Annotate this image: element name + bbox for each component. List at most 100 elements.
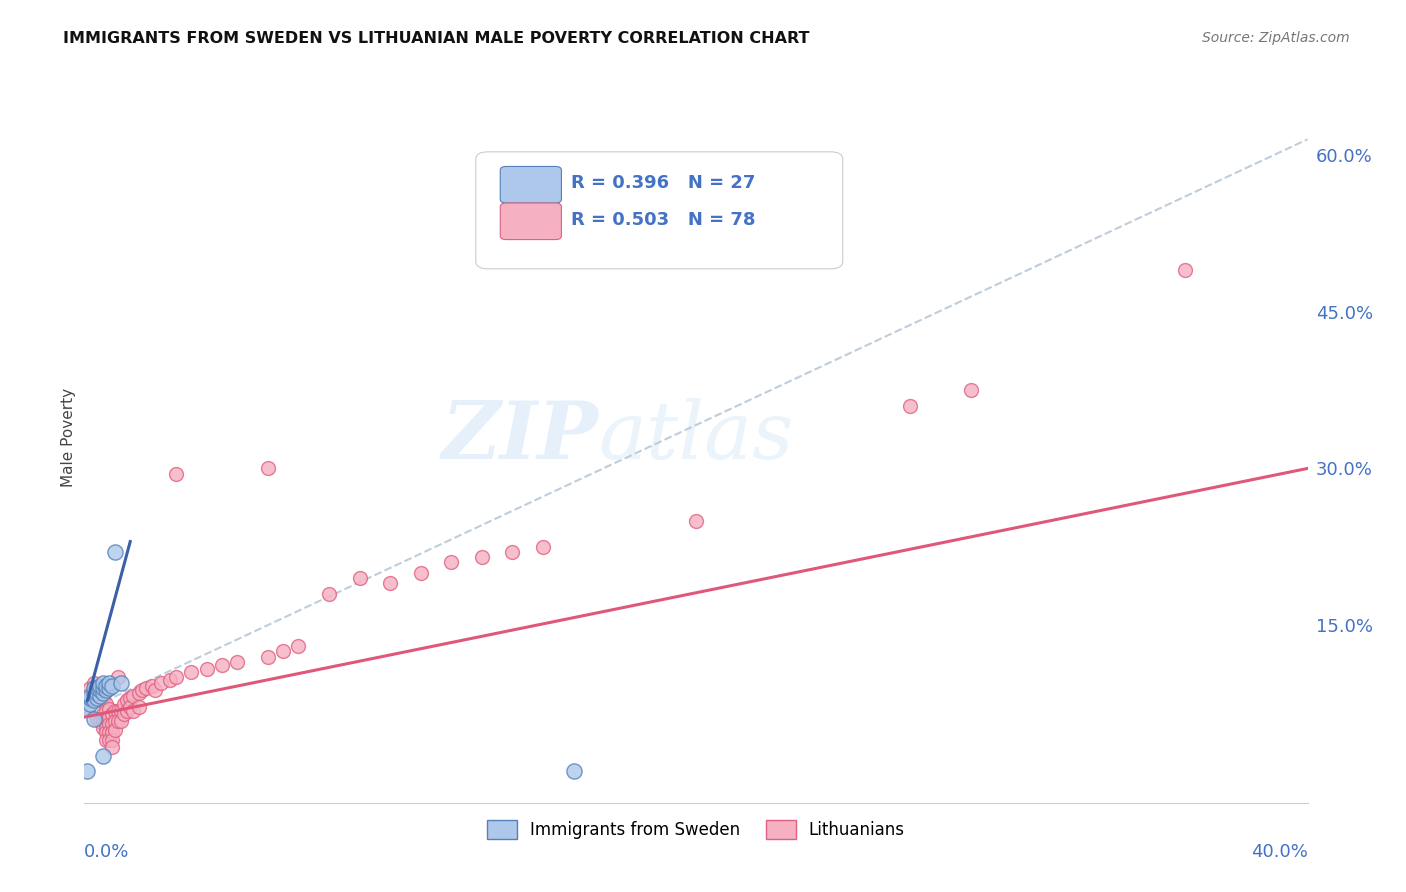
Point xyxy=(180,665,202,680)
Point xyxy=(91,686,114,700)
Point xyxy=(76,702,98,716)
Text: IMMIGRANTS FROM SWEDEN VS LITHUANIAN MALE POVERTY CORRELATION CHART: IMMIGRANTS FROM SWEDEN VS LITHUANIAN MAL… xyxy=(63,31,810,46)
Point xyxy=(94,733,117,747)
Point xyxy=(107,670,129,684)
Point xyxy=(94,682,117,697)
Point xyxy=(86,686,108,700)
Point xyxy=(97,724,120,739)
Point xyxy=(97,675,120,690)
Point xyxy=(149,675,172,690)
Point xyxy=(110,675,132,690)
Legend: Immigrants from Sweden, Lithuanians: Immigrants from Sweden, Lithuanians xyxy=(481,814,911,846)
Point xyxy=(104,714,127,729)
Point xyxy=(76,764,98,779)
Point xyxy=(141,679,163,693)
Point xyxy=(211,657,233,672)
Point xyxy=(94,724,117,739)
Point xyxy=(165,467,187,481)
Point xyxy=(960,383,983,397)
Point xyxy=(79,691,101,706)
Point xyxy=(94,712,117,726)
Point xyxy=(101,679,124,693)
Point xyxy=(115,693,138,707)
Point xyxy=(89,686,111,700)
Point xyxy=(101,724,124,739)
Point xyxy=(112,706,135,721)
Point xyxy=(318,587,340,601)
Point xyxy=(226,655,249,669)
Point xyxy=(120,691,142,706)
Point xyxy=(97,710,120,724)
Point xyxy=(271,644,294,658)
Point xyxy=(91,748,114,763)
Point xyxy=(104,545,127,559)
Point xyxy=(112,697,135,711)
Point xyxy=(79,697,101,711)
Point xyxy=(94,721,117,735)
Point xyxy=(131,682,153,697)
FancyBboxPatch shape xyxy=(501,167,561,203)
Point xyxy=(91,675,114,690)
Point xyxy=(128,699,150,714)
Point xyxy=(79,693,101,707)
Point xyxy=(562,764,585,779)
Point xyxy=(257,649,280,664)
Point xyxy=(257,461,280,475)
Point xyxy=(101,706,124,721)
Point xyxy=(86,681,108,695)
Point xyxy=(898,399,921,413)
Point xyxy=(195,662,218,676)
Point xyxy=(94,697,117,711)
Point xyxy=(165,670,187,684)
Point xyxy=(86,686,108,700)
FancyBboxPatch shape xyxy=(475,152,842,268)
Point xyxy=(97,702,120,716)
Point xyxy=(110,714,132,729)
Point xyxy=(86,681,108,695)
Point xyxy=(83,682,105,697)
Point xyxy=(86,712,108,726)
Point xyxy=(159,673,181,687)
Y-axis label: Male Poverty: Male Poverty xyxy=(60,387,76,487)
Point xyxy=(122,704,145,718)
Point xyxy=(83,686,105,700)
Point xyxy=(101,733,124,747)
Text: atlas: atlas xyxy=(598,399,793,475)
Point xyxy=(76,699,98,714)
Point xyxy=(83,712,105,726)
Point xyxy=(531,540,554,554)
Point xyxy=(685,514,707,528)
Point xyxy=(128,686,150,700)
Text: R = 0.503   N = 78: R = 0.503 N = 78 xyxy=(571,211,755,229)
Point xyxy=(91,706,114,721)
Point xyxy=(91,721,114,735)
Point xyxy=(83,681,105,695)
Point xyxy=(135,681,157,695)
Point xyxy=(89,690,111,704)
Point xyxy=(91,714,114,729)
Point xyxy=(380,576,402,591)
Point xyxy=(94,679,117,693)
Point xyxy=(97,717,120,731)
Point xyxy=(101,740,124,755)
Point xyxy=(115,704,138,718)
Point xyxy=(502,545,524,559)
Point xyxy=(409,566,432,580)
Point xyxy=(107,704,129,718)
Point xyxy=(349,571,371,585)
Point xyxy=(89,679,111,693)
Point xyxy=(86,691,108,706)
Point xyxy=(120,699,142,714)
Text: R = 0.396   N = 27: R = 0.396 N = 27 xyxy=(571,174,755,193)
Point xyxy=(440,556,463,570)
Point xyxy=(101,717,124,731)
Point xyxy=(104,704,127,718)
Point xyxy=(104,723,127,737)
Point xyxy=(97,733,120,747)
Point xyxy=(1174,263,1197,277)
Point xyxy=(107,714,129,729)
Point xyxy=(83,693,105,707)
Point xyxy=(83,675,105,690)
Point xyxy=(91,681,114,695)
Point xyxy=(94,704,117,718)
